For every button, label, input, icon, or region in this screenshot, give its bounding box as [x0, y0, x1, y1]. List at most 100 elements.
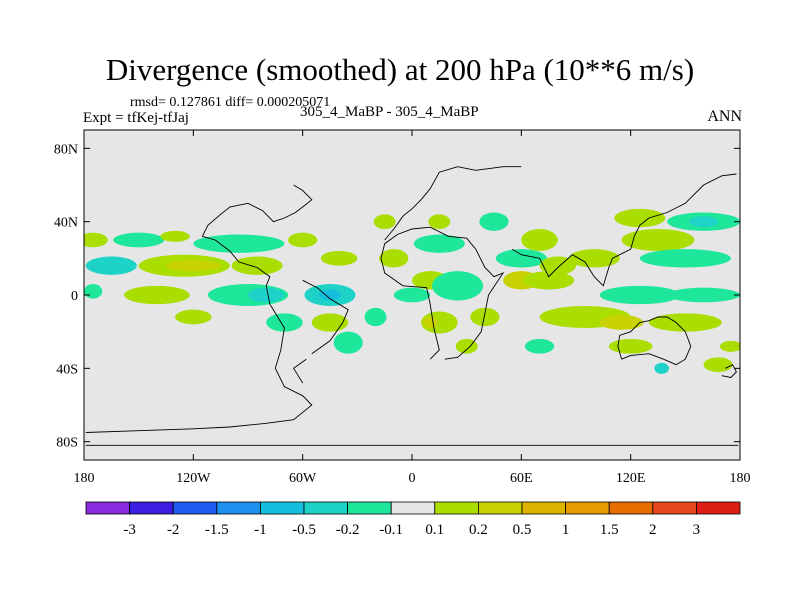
colorbar-label-11: 1.5 [600, 522, 619, 538]
colorbar-label-0: -3 [123, 522, 136, 538]
y-tick-label-3: 40S [56, 362, 78, 377]
field-blob-44 [599, 285, 680, 305]
field-blob-20 [320, 251, 358, 266]
colorbar-label-2: -1.5 [205, 522, 229, 538]
field-blob-1 [113, 232, 165, 248]
field-blob-21 [379, 249, 409, 268]
coastline-3 [384, 166, 522, 241]
field-blob-51 [719, 340, 740, 352]
case-text: 305_4_MaBP - 305_4_MaBP [300, 104, 479, 120]
y-tick-label-1: 40N [54, 216, 78, 231]
x-tick-label-6: 180 [730, 471, 751, 486]
colorbar-swatch-11 [565, 501, 610, 515]
field-blob-10 [84, 284, 103, 299]
field-blob-16 [319, 289, 341, 301]
x-tick-label-5: 120E [616, 471, 646, 486]
colorbar-label-1: -2 [167, 522, 180, 538]
field-blob-31 [455, 339, 478, 354]
colorbar-swatch-7 [390, 501, 436, 515]
field-blob-2 [160, 230, 190, 242]
colorbar-label-8: 0.2 [469, 522, 488, 538]
field-blob-53 [703, 357, 733, 372]
field-blob-38 [568, 249, 620, 268]
field-blob-23 [413, 234, 465, 253]
coastline-4 [380, 226, 505, 360]
field-blob-43 [639, 249, 731, 268]
colorbar-swatch-14 [696, 501, 741, 515]
colorbar-label-12: 2 [649, 522, 657, 538]
colorbar-swatch-9 [477, 501, 523, 515]
field-blob-4 [288, 232, 318, 248]
y-tick-label-4: 80S [56, 436, 78, 451]
coastline-layer [85, 166, 739, 446]
colorbar-swatch-4 [259, 501, 305, 515]
field-blob-33 [521, 229, 558, 251]
coastline-2 [292, 358, 307, 384]
colorbar-swatch-12 [608, 501, 654, 515]
experiment-text: Expt = tfKej-tfJaj [83, 110, 189, 126]
coastline-6 [617, 316, 692, 366]
field-blob-5 [85, 256, 137, 275]
field-blob-29 [422, 317, 438, 328]
coastline-7 [721, 364, 737, 378]
colorbar-label-4: -0.5 [292, 522, 316, 538]
field-blob-42 [688, 216, 719, 228]
field-blob-40 [621, 229, 695, 251]
colorbar-swatch-0 [85, 501, 130, 515]
field-blob-39 [614, 208, 666, 228]
colorbar-swatch-8 [434, 501, 479, 515]
field-blob-7 [166, 260, 221, 272]
y-tick-label-0: 80N [54, 142, 78, 157]
field-blob-32 [479, 212, 509, 231]
field-blob-22 [373, 214, 396, 230]
colorbar-label-7: 0.1 [425, 522, 444, 538]
x-tick-label-1: 120W [176, 471, 211, 486]
field-blob-0 [84, 232, 108, 248]
coastline-0 [85, 184, 313, 433]
field-layer [84, 208, 740, 374]
field-blob-3 [193, 234, 285, 253]
field-blob-48 [648, 313, 722, 332]
field-blob-12 [248, 287, 285, 303]
field-blob-45 [667, 287, 740, 303]
colorbar-swatch-3 [216, 501, 261, 515]
field-blob-19 [364, 307, 387, 327]
x-tick-label-4: 60E [510, 471, 533, 486]
x-tick-label-0: 180 [74, 471, 95, 486]
colorbar-swatch-1 [129, 501, 174, 515]
colorbar-swatch-5 [303, 501, 348, 515]
colorbar-swatch-6 [347, 501, 392, 515]
field-blob-27 [432, 271, 484, 301]
coastline-5 [511, 173, 737, 287]
y-tick-label-2: 0 [71, 289, 78, 304]
field-blob-13 [175, 309, 212, 325]
colorbar-label-3: -1 [254, 522, 267, 538]
field-blob-24 [428, 214, 451, 230]
field-blob-50 [608, 339, 653, 354]
colorbar-label-13: 3 [693, 522, 701, 538]
colorbar-swatch-10 [521, 501, 566, 515]
chart-title: Divergence (smoothed) at 200 hPa (10**6 … [105, 52, 695, 87]
field-blob-14 [266, 313, 303, 332]
colorbar-swatch-13 [652, 501, 697, 515]
field-blob-47 [599, 315, 644, 330]
field-blob-25 [393, 287, 431, 303]
colorbar-label-5: -0.2 [336, 522, 360, 538]
colorbar-label-10: 1 [562, 522, 570, 538]
x-tick-label-2: 60W [289, 471, 317, 486]
field-blob-52 [654, 362, 669, 374]
field-blob-30 [470, 307, 500, 327]
field-blob-18 [333, 331, 363, 354]
x-tick-label-3: 0 [409, 471, 416, 486]
stats-text: rmsd= 0.127861 diff= 0.000205071 [130, 95, 331, 110]
field-blob-9 [124, 285, 190, 305]
coastline-1 [302, 279, 349, 355]
field-blob-37 [539, 256, 576, 275]
colorbar-label-9: 0.5 [513, 522, 532, 538]
field-blob-8 [231, 256, 283, 275]
season-label: ANN [707, 108, 742, 125]
field-blob-34 [495, 249, 547, 268]
field-blob-49 [524, 339, 555, 354]
colorbar-label-6: -0.1 [379, 522, 403, 538]
